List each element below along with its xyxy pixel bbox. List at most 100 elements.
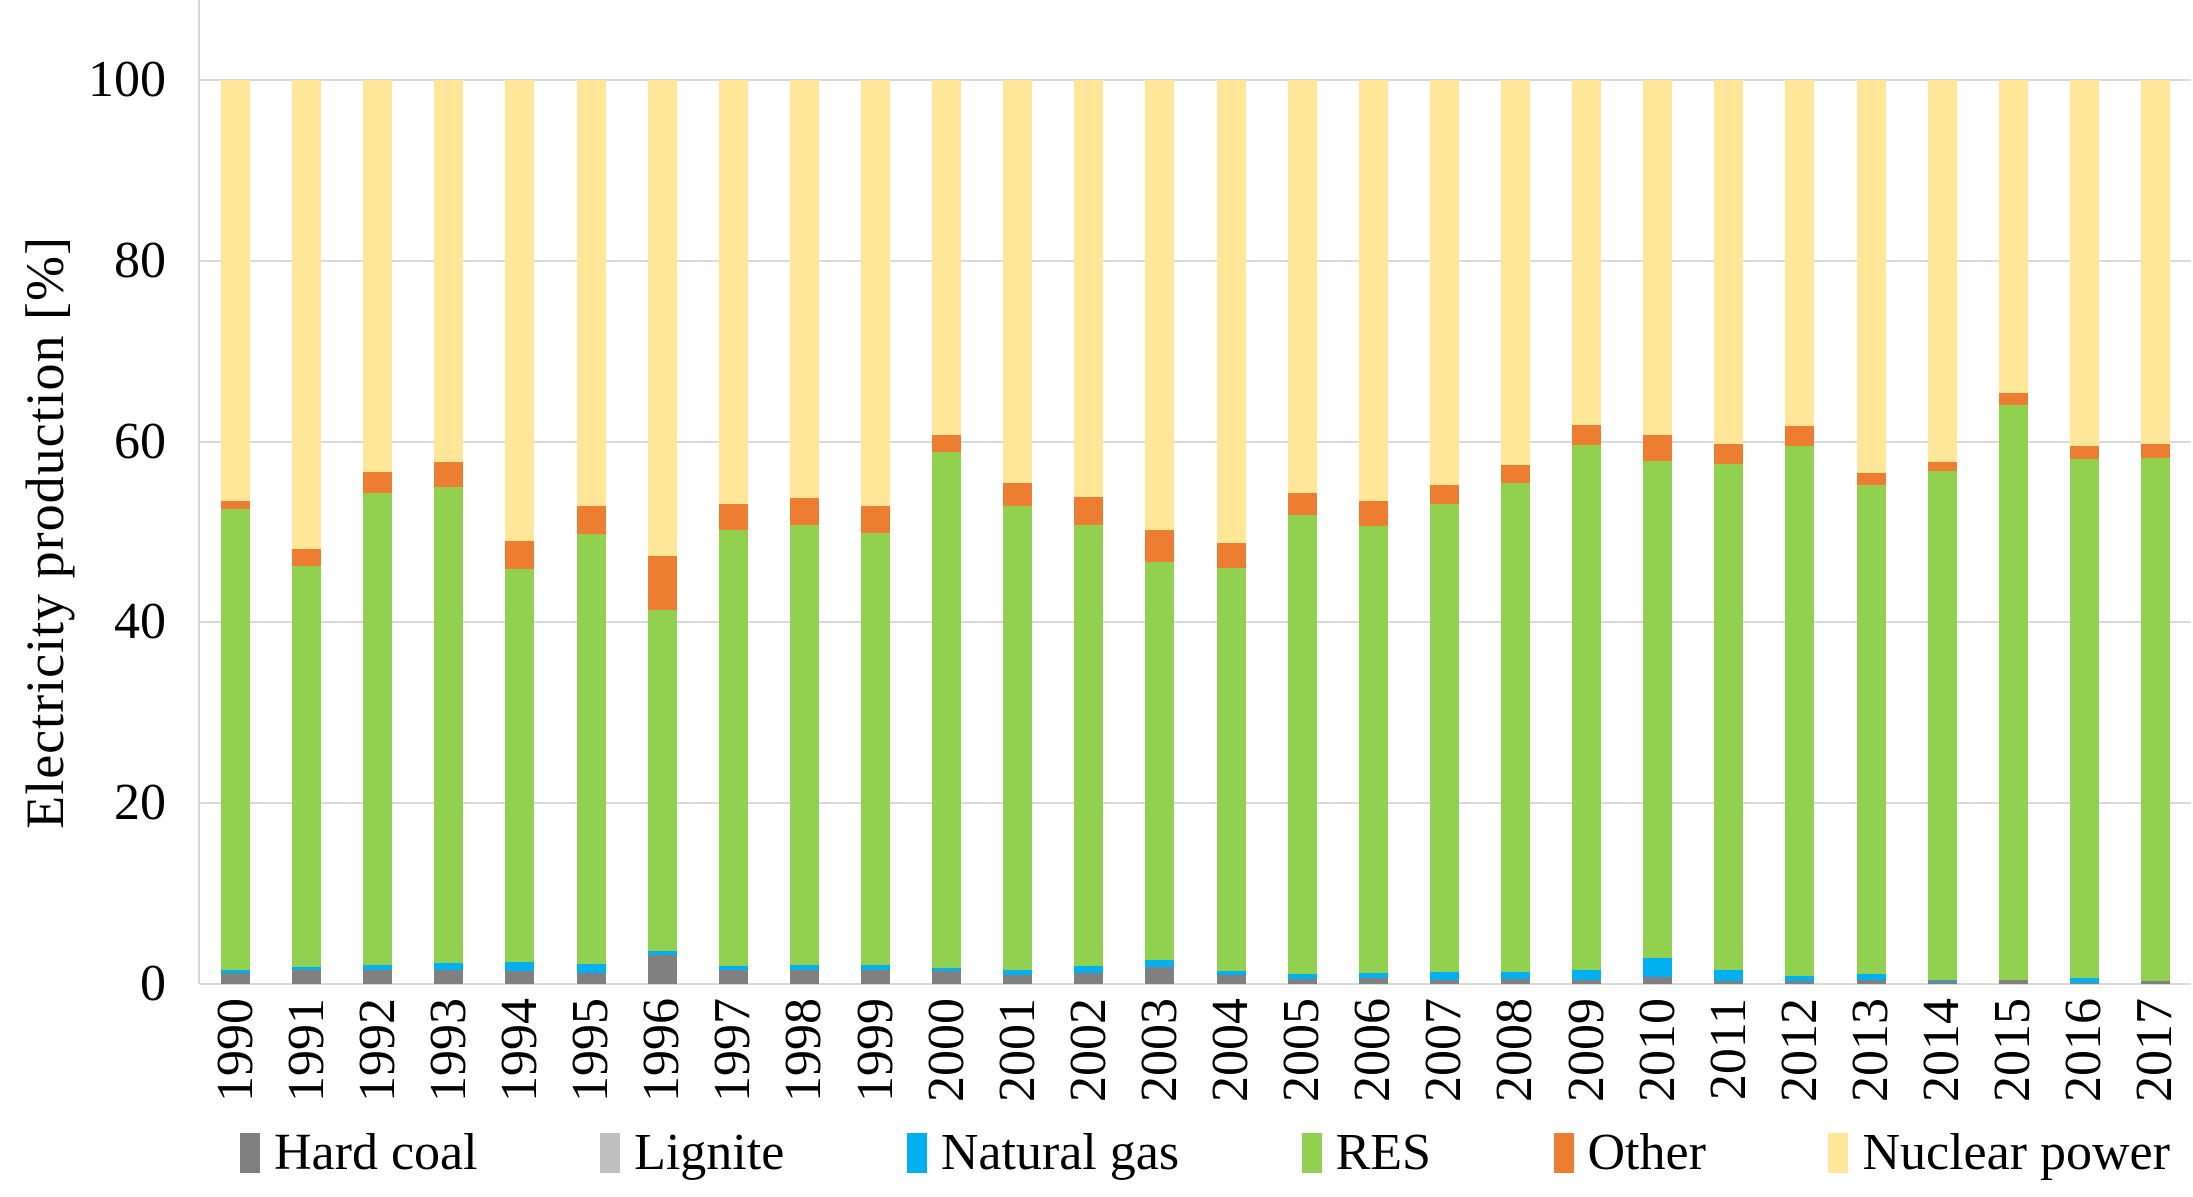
bar-segment-natural-gas-1990	[221, 970, 251, 974]
bar-segment-other-1996	[647, 556, 677, 610]
bar-1995	[576, 80, 606, 984]
bar-segment-other-2016	[2069, 446, 2099, 459]
bar-segment-nuclear-power-2001	[1003, 80, 1033, 484]
bar-segment-nuclear-power-2002	[1074, 80, 1104, 497]
bar-segment-natural-gas-2005	[1287, 974, 1317, 980]
x-tick-label-text: 2002	[1059, 998, 1117, 1102]
bar-segment-natural-gas-2000	[932, 967, 962, 972]
bar-segment-nuclear-power-2015	[1998, 80, 2028, 393]
bar-segment-hard-coal-1996	[647, 955, 677, 984]
bar-segment-natural-gas-2004	[1216, 971, 1246, 975]
x-tick-label-text: 1999	[846, 998, 904, 1102]
y-tick-label-0: 0	[140, 955, 166, 1012]
bar-segment-res-2017	[2140, 457, 2170, 982]
bar-segment-other-2003	[1145, 530, 1175, 562]
bar-segment-nuclear-power-2007	[1429, 80, 1459, 485]
x-tick-label-1990: 1990	[200, 998, 271, 1113]
x-tick-label-2013: 2013	[1835, 998, 1906, 1113]
bar-segment-res-2009	[1572, 445, 1602, 970]
bar-1997	[718, 80, 748, 984]
legend-item-nuclear-power: Nuclear power	[1828, 1127, 2170, 1179]
bar-segment-natural-gas-1999	[861, 965, 891, 970]
bar-2000	[932, 80, 962, 984]
bar-segment-res-2016	[2069, 458, 2099, 978]
bar-segment-hard-coal-1992	[363, 969, 393, 984]
x-tick-label-1994: 1994	[484, 998, 555, 1113]
legend-item-natural-gas: Natural gas	[906, 1124, 1180, 1181]
x-tick-label-2000: 2000	[911, 998, 982, 1113]
x-tick-label-text: 2011	[1699, 998, 1757, 1101]
bar-segment-other-1997	[718, 503, 748, 531]
bar-segment-other-2002	[1074, 496, 1104, 525]
bar-1993	[434, 80, 464, 984]
bar-segment-nuclear-power-1998	[789, 80, 819, 498]
bar-segment-other-2005	[1287, 493, 1317, 515]
x-tick-label-2014: 2014	[1907, 998, 1978, 1113]
x-tick-label-text: 1994	[490, 998, 548, 1102]
y-tick-label-80: 80	[114, 231, 166, 289]
x-tick-label-2016: 2016	[2049, 998, 2120, 1113]
legend-label: Natural gas	[940, 1124, 1180, 1181]
bar-segment-natural-gas-1995	[576, 964, 606, 974]
bar-segment-natural-gas-1998	[789, 965, 819, 970]
bar-segment-res-2002	[1074, 524, 1104, 966]
legend-swatch-icon	[1553, 1133, 1574, 1173]
bar-segment-hard-coal-2008	[1500, 979, 1530, 984]
bar-segment-other-1994	[505, 541, 535, 570]
x-tick-label-2002: 2002	[1053, 998, 1124, 1113]
bar-segment-hard-coal-2014	[1927, 981, 1957, 984]
bar-2017	[2140, 80, 2170, 984]
bar-1994	[505, 80, 535, 984]
bar-segment-natural-gas-1996	[647, 950, 677, 956]
x-tick-label-text: 1993	[419, 998, 477, 1102]
bar-segment-hard-coal-1999	[861, 969, 891, 984]
bar-segment-hard-coal-2009	[1572, 980, 1602, 984]
bar-1999	[861, 80, 891, 984]
bar-segment-other-2007	[1429, 484, 1459, 504]
legend-item-res: RES	[1301, 1127, 1431, 1179]
legend-label: Other	[1587, 1124, 1706, 1181]
bar-segment-res-2014	[1927, 471, 1957, 981]
bar-segment-nuclear-power-2014	[1927, 80, 1957, 463]
x-tick-label-text: 2017	[2126, 998, 2184, 1102]
bar-segment-nuclear-power-1994	[505, 80, 535, 542]
bar-segment-nuclear-power-2005	[1287, 80, 1317, 494]
x-tick-label-1997: 1997	[698, 998, 769, 1113]
bar-segment-hard-coal-2013	[1856, 980, 1886, 984]
bar-2002	[1074, 80, 1104, 984]
bar-2010	[1643, 80, 1673, 984]
bar-segment-natural-gas-1991	[292, 966, 322, 971]
x-tick-label-text: 2015	[1984, 998, 2042, 1102]
bar-segment-hard-coal-1995	[576, 973, 606, 984]
bar-segment-natural-gas-2001	[1003, 970, 1033, 975]
x-tick-label-text: 1998	[775, 998, 833, 1102]
x-tick-label-text: 2016	[2055, 998, 2113, 1102]
bar-segment-hard-coal-1997	[718, 970, 748, 984]
bar-segment-res-2012	[1785, 446, 1815, 976]
y-axis-title: Electricity production [%]	[10, 80, 80, 984]
legend-swatch-icon	[240, 1133, 260, 1173]
x-tick-label-text: 2010	[1628, 998, 1686, 1102]
bar-segment-hard-coal-2006	[1358, 977, 1388, 984]
bar-segment-natural-gas-1992	[363, 965, 393, 970]
bar-segment-res-2011	[1714, 464, 1744, 971]
gridline-100	[200, 79, 2191, 81]
bar-segment-natural-gas-1994	[505, 962, 535, 972]
bar-1996	[647, 80, 677, 984]
bar-segment-natural-gas-1997	[718, 965, 748, 971]
bar-segment-hard-coal-1998	[789, 969, 819, 984]
x-tick-label-text: 2005	[1273, 998, 1331, 1102]
bar-segment-res-2001	[1003, 505, 1033, 971]
bar-2008	[1500, 80, 1530, 984]
x-tick-label-text: 2001	[988, 998, 1046, 1102]
legend: Hard coal Lignite Natural gas RES Other Nucle…	[240, 1122, 2170, 1184]
bar-segment-other-2011	[1714, 444, 1744, 465]
bar-2014	[1927, 80, 1957, 984]
x-tick-label-text: 2014	[1913, 998, 1971, 1102]
bar-segment-hard-coal-2003	[1145, 966, 1175, 984]
x-tick-label-2006: 2006	[1338, 998, 1409, 1113]
bar-segment-hard-coal-1993	[434, 970, 464, 984]
bar-segment-other-2001	[1003, 483, 1033, 506]
bar-1992	[363, 80, 393, 984]
